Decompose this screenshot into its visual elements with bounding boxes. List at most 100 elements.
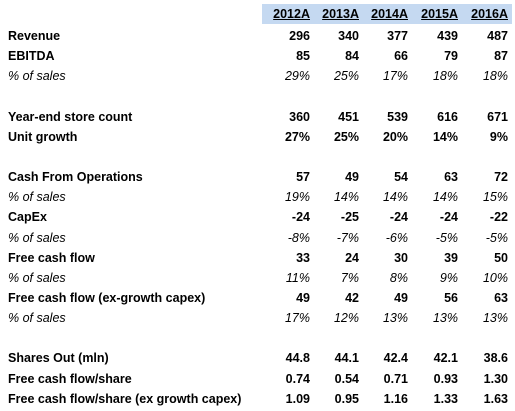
cell-value: 18% [432, 69, 458, 84]
cell-value: 25% [333, 129, 359, 144]
row-label: Unit growth [8, 129, 78, 144]
cell-value: 39 [444, 250, 458, 265]
cell-value: 451 [338, 109, 359, 124]
cell-value: 20% [382, 129, 408, 144]
cell-value: 79 [444, 49, 458, 64]
cell-value: 340 [338, 29, 359, 43]
cell-value: 0.74 [285, 371, 310, 386]
cell-value: 14% [432, 190, 458, 205]
cell-value: 11% [285, 270, 310, 285]
cell-value: 0.54 [334, 371, 359, 386]
cell-value: 539 [387, 109, 408, 124]
cell-value: 84 [345, 49, 359, 64]
cell-value: 14% [432, 129, 458, 144]
column-header: 2016A [471, 7, 508, 21]
cell-value: 377 [387, 29, 408, 43]
cell-value: 38.6 [483, 351, 508, 366]
column-header: 2013A [322, 7, 359, 21]
cell-value: 9% [439, 270, 458, 285]
cell-value: 63 [494, 290, 508, 305]
cell-value: -24 [291, 210, 310, 225]
cell-value: 8% [389, 270, 408, 285]
cell-value: 10% [482, 270, 508, 285]
cell-value: 29% [284, 69, 310, 84]
cell-value: 19% [284, 190, 310, 205]
cell-value: 616 [437, 109, 458, 124]
cell-value: 44.1 [334, 351, 359, 366]
cell-value: -7% [336, 230, 359, 245]
cell-value: 15% [482, 190, 508, 205]
cell-value: 487 [487, 29, 508, 43]
cell-value: 1.33 [433, 391, 458, 406]
cell-value: 27% [284, 129, 310, 144]
cell-value: 72 [494, 170, 508, 185]
cell-value: 57 [296, 170, 310, 185]
cell-value: 17% [382, 69, 408, 84]
cell-value: 44.8 [285, 351, 310, 366]
cell-value: 49 [296, 290, 310, 305]
row-label: Revenue [8, 29, 61, 43]
cell-value: 85 [296, 49, 310, 64]
cell-value: 33 [296, 250, 310, 265]
cell-value: 49 [345, 170, 359, 185]
cell-value: 54 [394, 170, 408, 185]
cell-value: -22 [489, 210, 508, 225]
cell-value: 1.16 [383, 391, 408, 406]
cell-value: 42.4 [383, 351, 408, 366]
cell-value: 7% [340, 270, 359, 285]
cell-value: 1.30 [483, 371, 508, 386]
cell-value: 0.71 [383, 371, 408, 386]
row-label: Cash From Operations [8, 170, 143, 185]
cell-value: 42 [345, 290, 359, 305]
cell-value: 12% [333, 311, 359, 326]
cell-value: 13% [382, 311, 408, 326]
cell-value: 13% [482, 311, 508, 326]
cell-value: 360 [289, 109, 310, 124]
cell-value: -6% [385, 230, 408, 245]
cell-value: 13% [432, 311, 458, 326]
cell-value: -24 [439, 210, 458, 225]
column-header: 2015A [421, 7, 458, 21]
row-label: Year-end store count [8, 109, 133, 124]
column-header: 2012A [273, 7, 310, 21]
cell-value: 0.95 [334, 391, 359, 406]
row-label: Free cash flow (ex-growth capex) [8, 290, 206, 305]
cell-value: -5% [485, 230, 508, 245]
row-label: Free cash flow/share [8, 371, 132, 386]
cell-value: 9% [489, 129, 508, 144]
cell-value: 0.93 [433, 371, 458, 386]
cell-value: 296 [289, 29, 310, 43]
row-label: CapEx [8, 210, 47, 225]
cell-value: 63 [444, 170, 458, 185]
cell-value: 30 [394, 250, 408, 265]
cell-value: 24 [345, 250, 359, 265]
row-label: Shares Out (mln) [8, 351, 109, 366]
row-label: % of sales [8, 311, 66, 326]
cell-value: 49 [394, 290, 408, 305]
row-label: % of sales [8, 190, 66, 205]
cell-value: 25% [333, 69, 359, 84]
row-label: % of sales [8, 69, 66, 84]
cell-value: 56 [444, 290, 458, 305]
cell-value: 50 [494, 250, 508, 265]
row-label: % of sales [8, 270, 66, 285]
cell-value: 18% [482, 69, 508, 84]
cell-value: 671 [487, 109, 508, 124]
cell-value: 14% [333, 190, 359, 205]
row-label: EBITDA [8, 49, 55, 64]
cell-value: 14% [382, 190, 408, 205]
cell-value: 42.1 [433, 351, 458, 366]
cell-value: 439 [437, 29, 458, 43]
cell-value: 66 [394, 49, 408, 64]
cell-value: 87 [494, 49, 508, 64]
cell-value: 17% [284, 311, 310, 326]
row-label: % of sales [8, 230, 66, 245]
cell-value: -5% [435, 230, 458, 245]
row-label: Free cash flow [8, 250, 95, 265]
cell-value: 1.09 [285, 391, 310, 406]
cell-value: -25 [340, 210, 359, 225]
header-background [262, 4, 512, 24]
cell-value: -24 [389, 210, 408, 225]
column-header: 2014A [371, 7, 408, 21]
